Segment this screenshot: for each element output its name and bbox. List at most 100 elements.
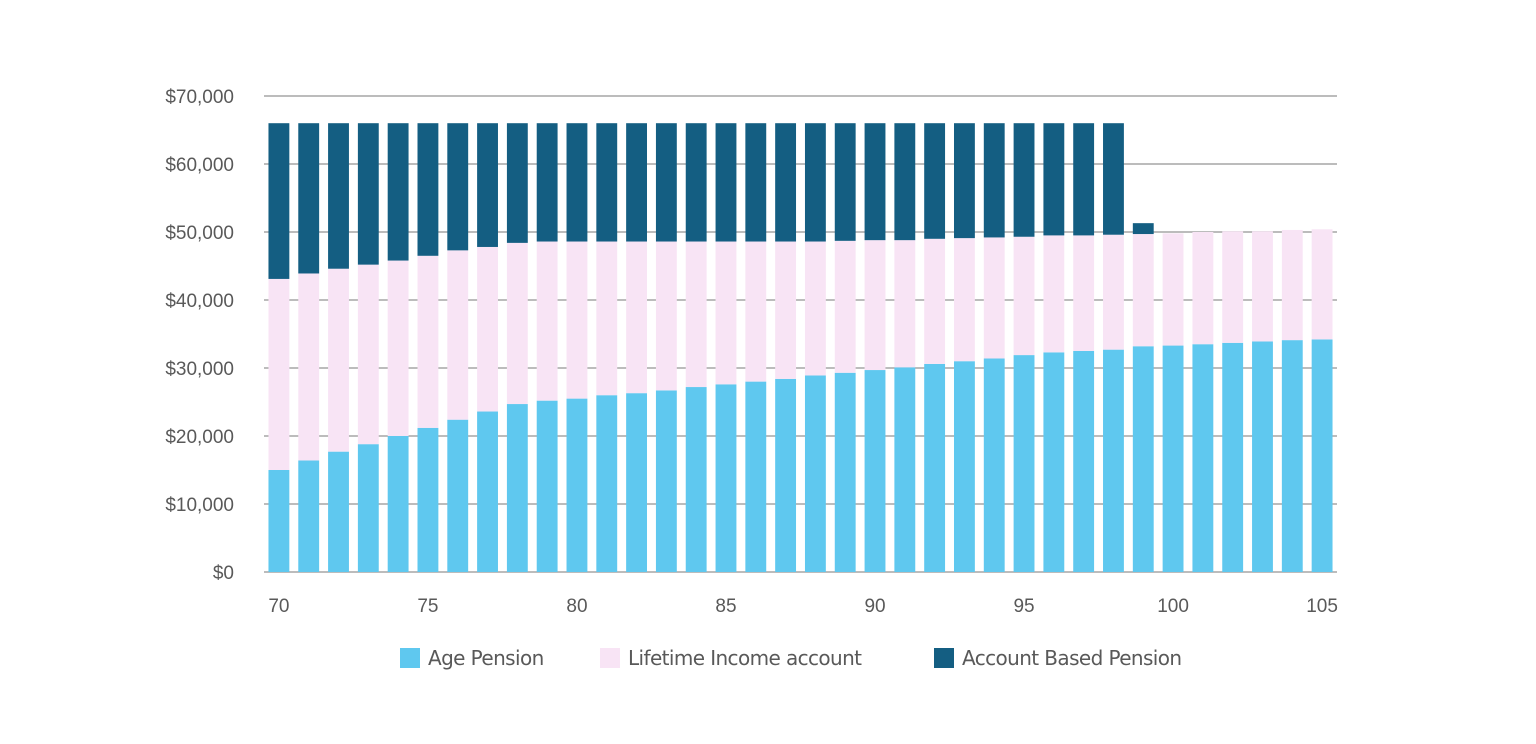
bar-age-pension: [1073, 351, 1095, 572]
bar-lifetime-income-account: [745, 241, 767, 382]
y-tick-label: $0: [213, 563, 234, 584]
bar-stack-age-102: [1222, 231, 1244, 572]
bar-account-based-pension: [894, 123, 916, 241]
bar-stack-age-85: [715, 123, 737, 572]
y-tick-label: $40,000: [165, 291, 234, 312]
legend-item-account-based-pension[interactable]: Account Based Pension: [934, 640, 1182, 676]
x-tick-label: 95: [1013, 596, 1034, 617]
y-tick-label: $20,000: [165, 427, 234, 448]
legend-item-lifetime-income-account[interactable]: Lifetime Income account: [600, 640, 862, 676]
bar-age-pension: [626, 393, 648, 572]
bar-lifetime-income-account: [1103, 234, 1124, 350]
bar-lifetime-income-account: [983, 237, 1005, 359]
bar-age-pension: [983, 358, 1005, 572]
bar-stack-age-71: [298, 123, 320, 572]
bar-age-pension: [655, 390, 677, 572]
bar-lifetime-income-account: [1192, 232, 1214, 345]
bar-account-based-pension: [298, 123, 320, 274]
bar-stack-age-98: [1103, 123, 1124, 572]
bar-stack-age-78: [506, 123, 528, 572]
bar-lifetime-income-account: [536, 241, 558, 401]
bar-stack-age-75: [417, 123, 439, 572]
bar-account-based-pension: [536, 123, 558, 242]
bar-stack-age-103: [1252, 231, 1273, 572]
bar-age-pension: [804, 375, 826, 572]
bar-stack-age-95: [1013, 123, 1035, 572]
bar-age-pension: [387, 436, 409, 572]
bar-stack-age-83: [655, 123, 677, 572]
bar-age-pension: [1013, 355, 1035, 572]
bar-lifetime-income-account: [775, 241, 797, 379]
bar-age-pension: [1162, 345, 1184, 572]
x-axis: 70 75 80 85 90 95 100 105: [268, 596, 1338, 617]
bar-age-pension: [715, 384, 737, 572]
bar-account-based-pension: [804, 123, 826, 242]
bar-lifetime-income-account: [387, 260, 409, 436]
bar-lifetime-income-account: [566, 241, 588, 399]
bar-age-pension: [298, 460, 320, 572]
legend-label: Account Based Pension: [962, 646, 1182, 670]
bar-account-based-pension: [626, 123, 648, 242]
bar-account-based-pension: [357, 123, 379, 265]
bar-stack-age-76: [447, 123, 469, 572]
bar-stack-age-86: [745, 123, 767, 572]
bar-age-pension: [775, 378, 797, 572]
bar-account-based-pension: [655, 123, 677, 242]
y-tick-label: $70,000: [165, 87, 234, 108]
bar-age-pension: [834, 372, 856, 572]
bar-lifetime-income-account: [1311, 229, 1333, 340]
bar-age-pension: [566, 398, 588, 572]
x-tick-label: 90: [864, 596, 885, 617]
bar-lifetime-income-account: [894, 240, 916, 368]
y-tick-label: $60,000: [165, 155, 234, 176]
bar-lifetime-income-account: [924, 238, 946, 364]
bar-account-based-pension: [1073, 123, 1095, 236]
bar-account-based-pension: [924, 123, 946, 239]
bar-age-pension: [536, 400, 558, 572]
bar-lifetime-income-account: [1073, 235, 1095, 351]
bar-stack-age-77: [477, 123, 498, 572]
x-tick-label: 75: [417, 596, 438, 617]
bar-stack-age-82: [626, 123, 648, 572]
bar-age-pension: [477, 411, 498, 572]
bar-account-based-pension: [417, 123, 439, 256]
bar-stack-age-100: [1162, 233, 1184, 572]
bar-age-pension: [417, 427, 439, 572]
bar-stack-age-70: [268, 123, 290, 572]
legend-swatch-age-pension: [400, 648, 420, 668]
bar-account-based-pension: [1043, 123, 1065, 236]
bar-account-based-pension: [566, 123, 588, 242]
x-tick-label: 85: [715, 596, 736, 617]
bar-account-based-pension: [983, 123, 1005, 238]
bars: [268, 123, 1333, 572]
x-tick-label: 100: [1157, 596, 1189, 617]
bar-lifetime-income-account: [685, 241, 707, 388]
bar-age-pension: [864, 370, 886, 572]
bar-account-based-pension: [715, 123, 737, 242]
bar-lifetime-income-account: [804, 241, 826, 376]
bar-lifetime-income-account: [953, 238, 975, 362]
bar-lifetime-income-account: [1252, 231, 1273, 342]
bar-stack-age-94: [983, 123, 1005, 572]
gridlines: [264, 95, 1337, 573]
bar-stack-age-104: [1281, 229, 1303, 572]
legend-item-age-pension[interactable]: Age Pension: [400, 640, 544, 676]
bar-age-pension: [268, 470, 290, 572]
bar-age-pension: [1281, 340, 1303, 572]
bar-age-pension: [506, 404, 528, 572]
bar-stack-age-79: [536, 123, 558, 572]
bar-lifetime-income-account: [864, 240, 886, 371]
bar-age-pension: [924, 363, 946, 572]
bar-lifetime-income-account: [298, 273, 320, 461]
bar-account-based-pension: [775, 123, 797, 242]
bar-age-pension: [328, 451, 349, 572]
bar-lifetime-income-account: [477, 246, 498, 412]
bar-stack-age-97: [1073, 123, 1095, 572]
bar-lifetime-income-account: [715, 241, 737, 385]
bar-stack-age-99: [1132, 223, 1154, 572]
bar-lifetime-income-account: [596, 241, 618, 396]
y-tick-label: $30,000: [165, 359, 234, 380]
bar-account-based-pension: [834, 123, 856, 241]
bar-stack-age-87: [775, 123, 797, 572]
bar-account-based-pension: [447, 123, 469, 251]
